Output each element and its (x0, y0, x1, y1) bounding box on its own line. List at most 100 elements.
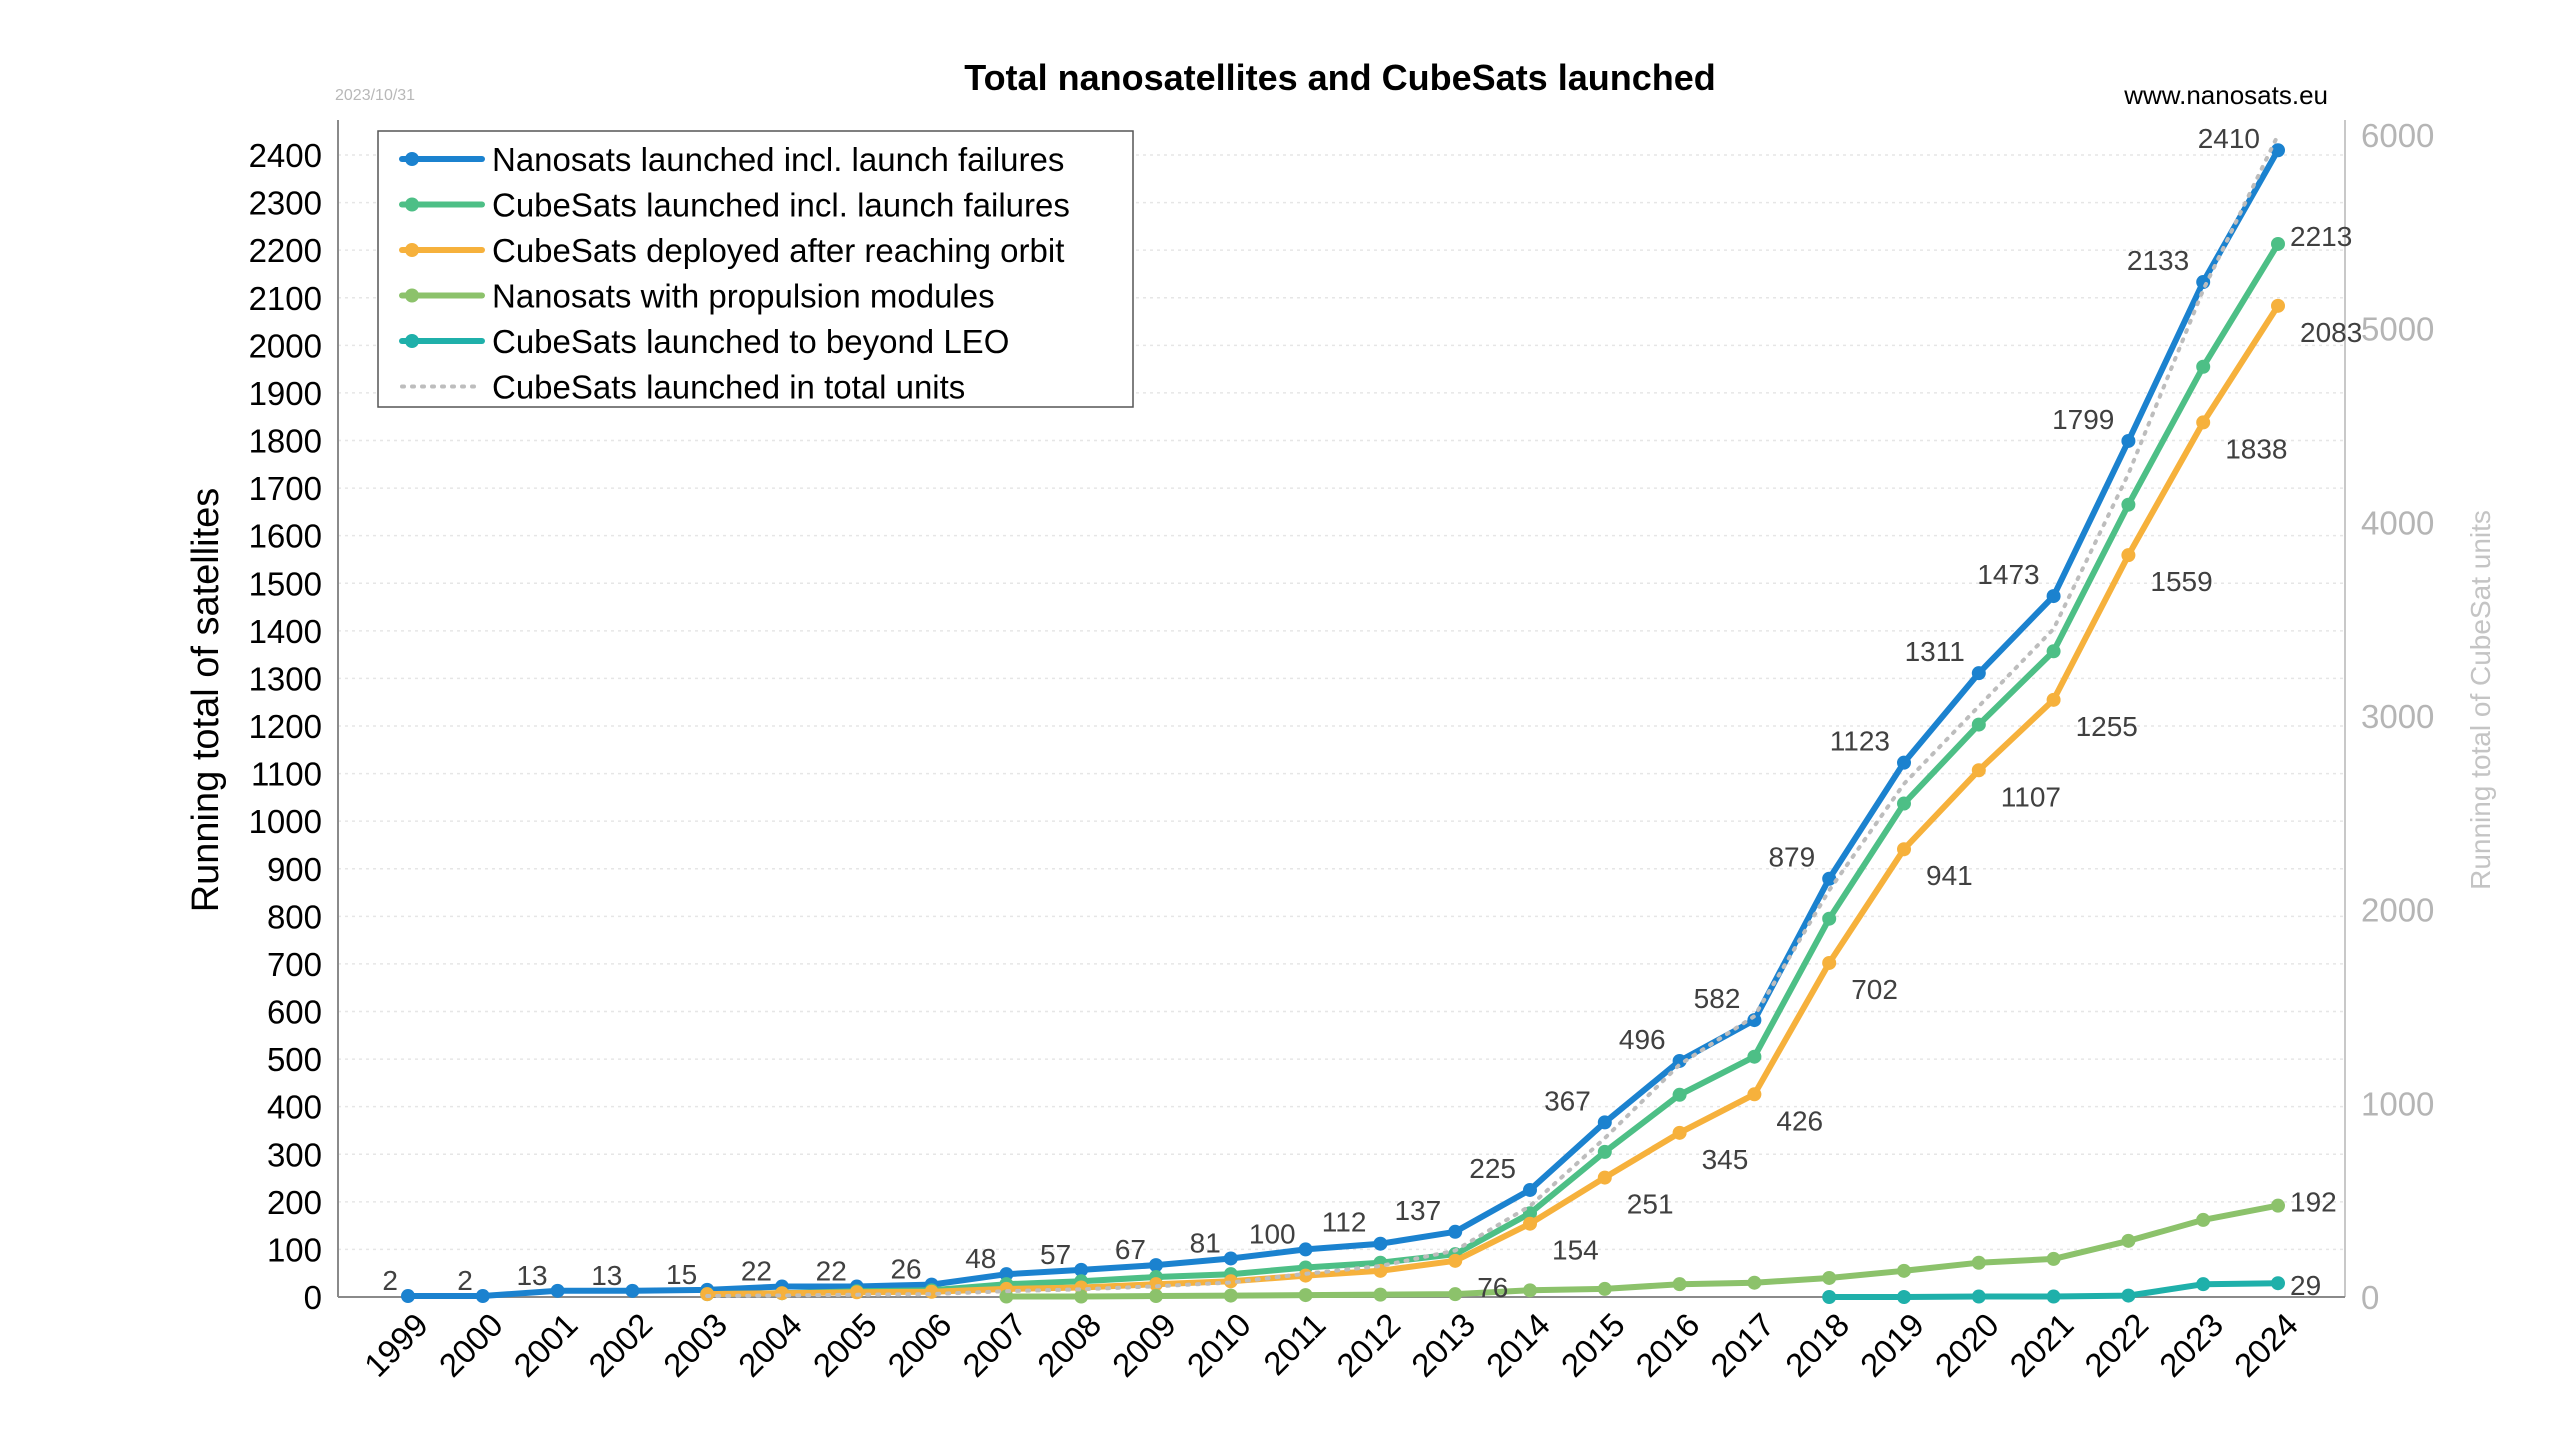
data-label: 1473 (1977, 559, 2039, 590)
data-point (1747, 1049, 1762, 1064)
data-label: 941 (1926, 860, 1973, 891)
grid (338, 154, 2345, 1251)
y-ticks: 0 100 200 300 400 500 600 700 800 900 1000 1100 1200… (249, 137, 322, 1316)
data-label: 26 (890, 1254, 921, 1285)
data-label: 1838 (2225, 433, 2287, 464)
data-point (2196, 415, 2211, 430)
y-tick-label: 1300 (249, 660, 322, 697)
series-lines (401, 133, 2285, 1304)
data-point (1223, 1288, 1238, 1303)
legend-marker (405, 334, 419, 348)
data-label: 81 (1190, 1227, 1221, 1258)
data-point (1597, 1170, 1612, 1185)
data-point (1672, 1053, 1687, 1068)
x-tick-label: 2020 (1928, 1306, 2006, 1384)
data-point (1074, 1262, 1089, 1277)
data-point (1448, 1253, 1463, 1268)
data-point (1597, 1144, 1612, 1159)
data-point (1523, 1182, 1537, 1197)
series-line (705, 133, 2280, 1298)
date-stamp: 2023/10/31 (335, 87, 415, 104)
data-label: 137 (1394, 1195, 1441, 1226)
data-point (550, 1283, 565, 1298)
data-point (2121, 433, 2136, 448)
y-tick-label: 1900 (249, 375, 322, 412)
x-tick-label: 2004 (731, 1306, 809, 1384)
x-tick-label: 2023 (2152, 1306, 2230, 1384)
data-point (2196, 1212, 2211, 1227)
x-tick-label: 2022 (2077, 1306, 2155, 1384)
y-tick-label: 1800 (249, 423, 322, 460)
data-point (2046, 1251, 2061, 1266)
data-point (1298, 1288, 1313, 1303)
y-tick-label: 800 (267, 898, 322, 935)
data-point (2271, 143, 2285, 158)
data-point (1971, 1255, 1986, 1270)
data-label: 1799 (2052, 404, 2114, 435)
data-point (1822, 955, 1837, 970)
data-point (2196, 359, 2211, 374)
x-tick-label: 2012 (1329, 1306, 1407, 1384)
x-tick-label: 2011 (1256, 1306, 1332, 1382)
data-point (1747, 1087, 1762, 1102)
x-tick-label: 2006 (880, 1306, 958, 1384)
data-point (1223, 1251, 1238, 1266)
data-point (1298, 1268, 1313, 1283)
y-tick-label: 400 (267, 1089, 322, 1126)
y2-tick-label: 3000 (2361, 698, 2434, 735)
data-label: 496 (1619, 1024, 1666, 1055)
data-point (1149, 1258, 1163, 1273)
x-tick-label: 2017 (1703, 1306, 1781, 1384)
x-tick-label: 2014 (1479, 1306, 1557, 1384)
legend-label: CubeSats launched incl. launch failures (492, 187, 1070, 224)
data-point (2196, 1277, 2211, 1292)
data-point (1897, 842, 1911, 857)
data-point (2046, 589, 2061, 604)
data-label: 367 (1544, 1085, 1591, 1116)
legend-box (377, 130, 1134, 408)
data-point (1523, 1216, 1537, 1231)
data-point (1971, 763, 1986, 778)
data-label: 426 (1776, 1105, 1823, 1136)
x-ticks: 1999200020012002200320042005200620072008… (357, 1306, 2305, 1384)
y2-axis-label: Running total of CubeSat units (2465, 510, 2496, 890)
data-label: 22 (741, 1256, 772, 1287)
data-point (2271, 1198, 2285, 1213)
data-point (1971, 717, 1986, 732)
y-tick-label: 300 (267, 1136, 322, 1173)
data-label: 1311 (1905, 636, 1965, 667)
data-label: 1123 (1830, 726, 1890, 757)
data-point (2271, 1276, 2285, 1291)
data-point (2121, 1288, 2136, 1303)
x-tick-label: 2002 (581, 1306, 659, 1384)
data-point (2271, 298, 2285, 313)
data-label: 57 (1040, 1239, 1071, 1270)
y-tick-label: 2000 (249, 327, 322, 364)
legend-marker (405, 197, 419, 212)
y-tick-label: 2100 (249, 280, 322, 317)
data-point (924, 1284, 939, 1299)
legend-marker (405, 243, 419, 257)
y-tick-label: 2200 (249, 232, 322, 269)
data-label: 29 (2290, 1270, 2321, 1301)
data-label: 1255 (2076, 711, 2138, 742)
data-label: 48 (965, 1243, 996, 1274)
data-label: 702 (1851, 974, 1898, 1005)
y-tick-label: 2300 (249, 185, 322, 222)
data-point (1971, 666, 1986, 681)
data-label: 879 (1768, 842, 1815, 873)
data-label: 251 (1627, 1189, 1674, 1220)
y-tick-label: 700 (267, 946, 322, 983)
y-tick-label: 500 (267, 1041, 322, 1078)
x-tick-label: 2008 (1030, 1306, 1108, 1384)
x-tick-label: 2018 (1778, 1306, 1856, 1384)
data-label: 22 (816, 1256, 847, 1287)
y-tick-label: 1500 (249, 565, 322, 602)
data-label: 100 (1249, 1218, 1296, 1249)
data-point (1448, 1287, 1463, 1302)
data-point (1897, 796, 1911, 811)
data-label: 2213 (2290, 221, 2352, 252)
legend-label: CubeSats deployed after reaching orbit (492, 232, 1064, 269)
y2-tick-label: 5000 (2361, 311, 2434, 348)
